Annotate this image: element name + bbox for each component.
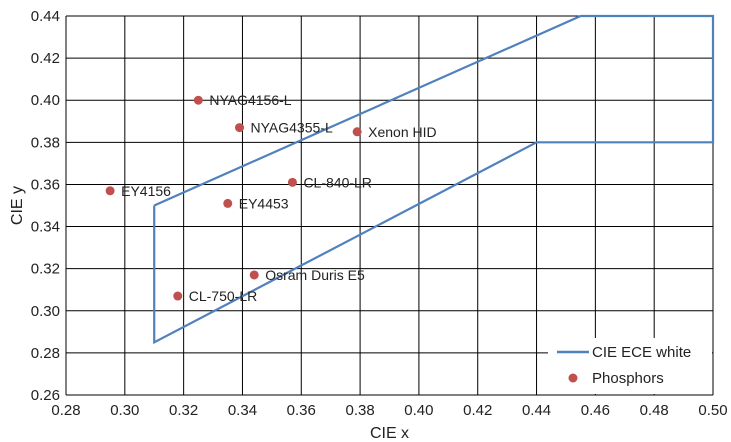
ece-white-line — [153, 14, 715, 345]
ece-white-boundary — [153, 14, 715, 345]
phosphor-point — [105, 186, 115, 196]
y-tick-label: 0.26 — [31, 387, 60, 404]
legend: CIE ECE white Phosphors — [548, 338, 712, 394]
x-tick-label: 0.48 — [640, 402, 669, 419]
x-tick-label: 0.40 — [404, 402, 433, 419]
legend-entry-ece-white: CIE ECE white — [592, 344, 691, 361]
x-tick-label: 0.50 — [698, 402, 727, 419]
phosphor-points: NYAG4156-L NYAG4355-L Xenon HID CL-840-LR EY… — [105, 92, 437, 304]
phosphor-point — [249, 270, 259, 280]
phosphor-label: EY4453 — [239, 195, 289, 211]
phosphor-label: Xenon HID — [368, 124, 436, 140]
phosphor-label: CL-750-LR — [189, 288, 257, 304]
x-tick-label: 0.46 — [581, 402, 610, 419]
y-tick-label: 0.34 — [31, 219, 60, 236]
x-tick-label: 0.28 — [51, 402, 80, 419]
x-tick-label: 0.34 — [228, 402, 257, 419]
legend-dot-swatch — [568, 373, 578, 383]
x-tick-label: 0.36 — [287, 402, 316, 419]
phosphor-label: NYAG4355-L — [251, 120, 333, 136]
phosphor-label: CL-840-LR — [303, 174, 371, 190]
y-tick-label: 0.42 — [31, 50, 60, 67]
phosphor-label: EY4156 — [121, 183, 171, 199]
phosphor-point — [235, 123, 245, 133]
phosphor-point — [223, 198, 233, 208]
y-tick-label: 0.44 — [31, 8, 60, 25]
x-tick-label: 0.44 — [522, 402, 551, 419]
y-tick-label: 0.28 — [31, 345, 60, 362]
y-tick-label: 0.40 — [31, 92, 60, 109]
x-tick-label: 0.32 — [169, 402, 198, 419]
x-axis-label: CIE x — [370, 425, 409, 442]
phosphor-point — [173, 291, 183, 301]
phosphor-point — [287, 177, 297, 187]
x-tick-label: 0.42 — [463, 402, 492, 419]
y-tick-label: 0.38 — [31, 134, 60, 151]
phosphor-point — [352, 127, 362, 137]
y-tick-label: 0.36 — [31, 176, 60, 193]
phosphor-label: NYAG4156-L — [209, 92, 291, 108]
y-tick-labels: 0.26 0.28 0.30 0.32 0.34 0.36 0.38 0.40 0.42 0.44 — [31, 8, 60, 404]
phosphor-point — [193, 95, 203, 105]
y-axis-label: CIE y — [9, 186, 26, 225]
x-tick-label: 0.30 — [110, 402, 139, 419]
x-tick-labels: 0.28 0.30 0.32 0.34 0.36 0.38 0.40 0.42 0.44 0.46… — [51, 402, 727, 419]
legend-background — [548, 338, 712, 394]
phosphor-label: Osram Duris E5 — [265, 267, 365, 283]
legend-entry-phosphors: Phosphors — [592, 370, 664, 387]
y-tick-label: 0.30 — [31, 303, 60, 320]
y-tick-label: 0.32 — [31, 261, 60, 278]
x-tick-label: 0.38 — [345, 402, 374, 419]
